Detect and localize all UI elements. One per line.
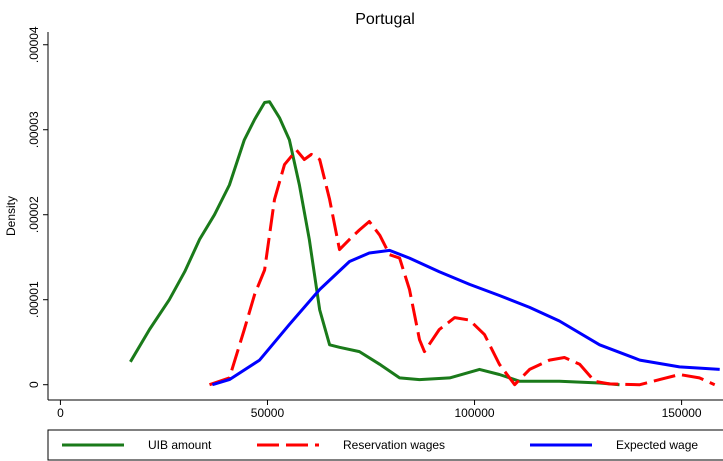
legend-box — [47, 429, 723, 461]
x-tick-label: 150000 — [662, 406, 702, 420]
series-line — [129, 100, 620, 387]
series-line — [209, 148, 716, 387]
y-tick-label: .00002 — [27, 196, 41, 233]
x-tick-label: 100000 — [455, 406, 495, 420]
y-tick-label: 0 — [27, 381, 41, 388]
legend-label: Expected wage — [616, 438, 698, 452]
x-tick-label: 0 — [57, 406, 64, 420]
x-tick-label: 50000 — [251, 406, 285, 420]
plot-lines — [129, 100, 720, 387]
legend-label: UIB amount — [148, 438, 212, 452]
y-tick-label: .00001 — [27, 281, 41, 318]
series-line — [211, 248, 720, 387]
y-tick-label: .00004 — [27, 26, 41, 63]
y-axis-label: Density — [4, 196, 18, 236]
legend-label: Reservation wages — [343, 438, 445, 452]
y-tick-label: .00003 — [27, 111, 41, 148]
chart-title: Portugal — [355, 11, 415, 28]
